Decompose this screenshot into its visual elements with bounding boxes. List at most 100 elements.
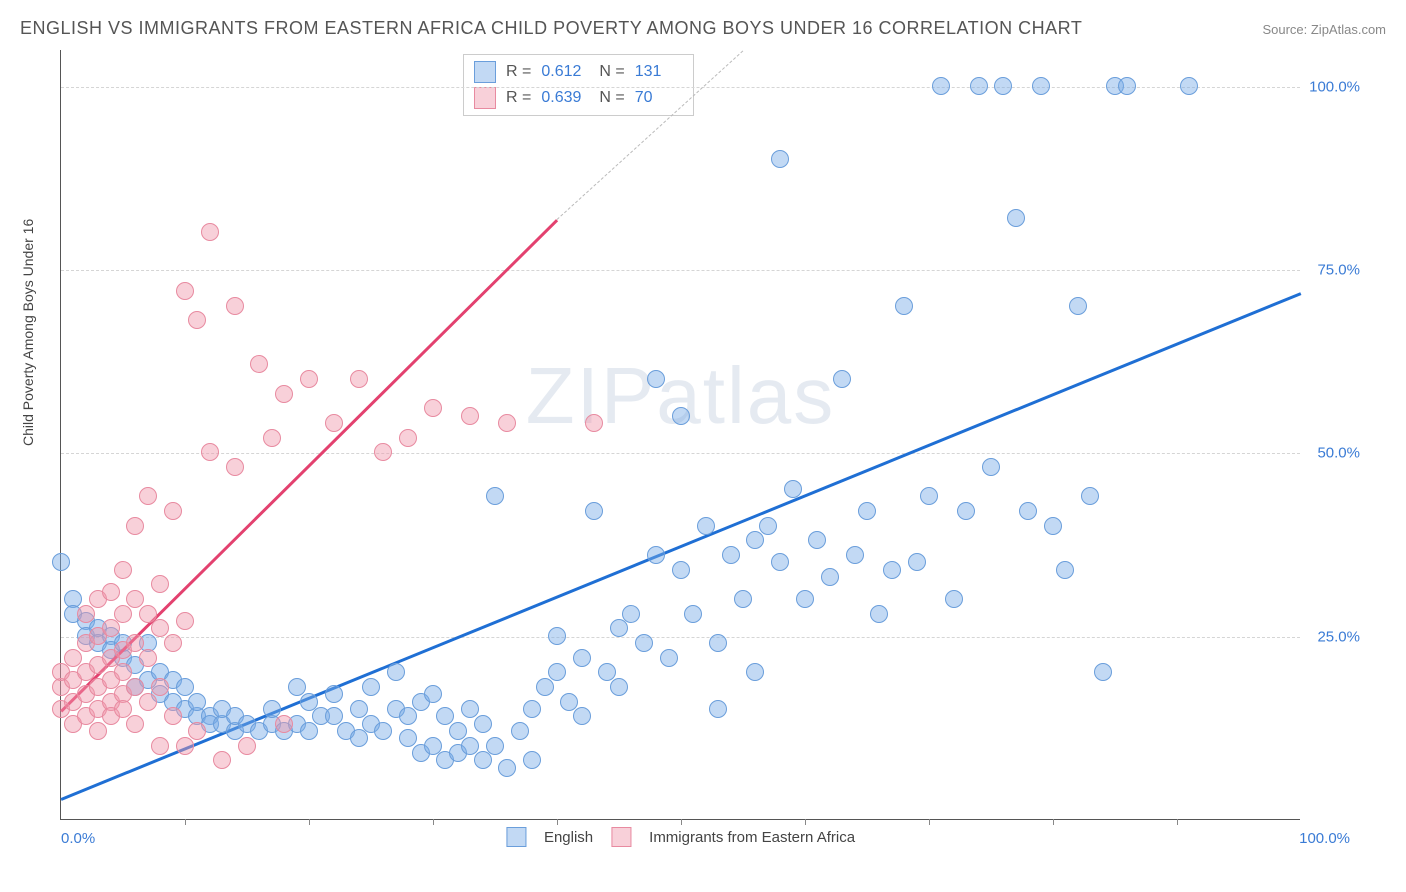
data-point	[362, 678, 380, 696]
data-point	[176, 282, 194, 300]
data-point	[746, 531, 764, 549]
data-point	[176, 737, 194, 755]
data-point	[1044, 517, 1062, 535]
data-point	[226, 297, 244, 315]
data-point	[883, 561, 901, 579]
data-point	[164, 707, 182, 725]
data-point	[784, 480, 802, 498]
data-point	[300, 722, 318, 740]
data-point	[908, 553, 926, 571]
stat-r-value: 0.639	[541, 89, 589, 107]
data-point	[833, 370, 851, 388]
data-point	[114, 561, 132, 579]
gridline	[61, 270, 1300, 271]
watermark: ZIPatlas	[526, 350, 835, 442]
y-tick: 75.0%	[1305, 262, 1360, 279]
stat-r-value: 0.612	[541, 63, 589, 81]
data-point	[548, 663, 566, 681]
data-point	[498, 759, 516, 777]
data-point	[1094, 663, 1112, 681]
data-point	[660, 649, 678, 667]
data-point	[151, 678, 169, 696]
data-point	[250, 355, 268, 373]
data-point	[920, 487, 938, 505]
data-point	[573, 649, 591, 667]
data-point	[102, 583, 120, 601]
stat-r-label: R =	[506, 63, 531, 81]
legend-swatch	[474, 87, 496, 109]
data-point	[89, 722, 107, 740]
data-point	[759, 517, 777, 535]
data-point	[858, 502, 876, 520]
x-minor-tick	[681, 819, 682, 825]
data-point	[151, 737, 169, 755]
x-minor-tick	[929, 819, 930, 825]
data-point	[77, 605, 95, 623]
legend-swatch	[506, 827, 526, 847]
data-point	[151, 575, 169, 593]
data-point	[647, 546, 665, 564]
data-point	[424, 685, 442, 703]
data-point	[201, 443, 219, 461]
data-point	[201, 223, 219, 241]
data-point	[945, 590, 963, 608]
data-point	[1069, 297, 1087, 315]
data-point	[722, 546, 740, 564]
data-point	[1180, 77, 1198, 95]
x-minor-tick	[309, 819, 310, 825]
data-point	[226, 458, 244, 476]
data-point	[139, 649, 157, 667]
data-point	[350, 370, 368, 388]
data-point	[1056, 561, 1074, 579]
stat-r-label: R =	[506, 89, 531, 107]
data-point	[1081, 487, 1099, 505]
data-point	[585, 502, 603, 520]
data-point	[188, 722, 206, 740]
data-point	[846, 546, 864, 564]
data-point	[126, 715, 144, 733]
y-tick: 50.0%	[1305, 445, 1360, 462]
x-minor-tick	[1177, 819, 1178, 825]
data-point	[548, 627, 566, 645]
data-point	[585, 414, 603, 432]
data-point	[734, 590, 752, 608]
y-axis-label: Child Poverty Among Boys Under 16	[20, 219, 36, 446]
stat-n-label: N =	[599, 63, 624, 81]
stat-n-label: N =	[599, 89, 624, 107]
data-point	[325, 685, 343, 703]
data-point	[808, 531, 826, 549]
chart-title: ENGLISH VS IMMIGRANTS FROM EASTERN AFRIC…	[20, 18, 1082, 39]
plot-area: ZIPatlas R =0.612N =131R =0.639N =70 Eng…	[60, 50, 1300, 820]
data-point	[771, 553, 789, 571]
data-point	[102, 619, 120, 637]
data-point	[325, 414, 343, 432]
data-point	[498, 414, 516, 432]
data-point	[300, 370, 318, 388]
x-tick-max: 100.0%	[1299, 830, 1350, 847]
data-point	[164, 634, 182, 652]
data-point	[622, 605, 640, 623]
data-point	[746, 663, 764, 681]
data-point	[895, 297, 913, 315]
data-point	[424, 399, 442, 417]
data-point	[870, 605, 888, 623]
data-point	[188, 311, 206, 329]
data-point	[709, 634, 727, 652]
legend-label: Immigrants from Eastern Africa	[649, 829, 855, 846]
gridline	[61, 453, 1300, 454]
stats-box: R =0.612N =131R =0.639N =70	[463, 54, 694, 116]
bottom-legend: English Immigrants from Eastern Africa	[506, 827, 855, 847]
y-tick: 100.0%	[1305, 78, 1360, 95]
data-point	[176, 612, 194, 630]
data-point	[474, 715, 492, 733]
data-point	[796, 590, 814, 608]
legend-label: English	[544, 829, 593, 846]
x-minor-tick	[557, 819, 558, 825]
data-point	[139, 487, 157, 505]
x-minor-tick	[433, 819, 434, 825]
data-point	[647, 370, 665, 388]
data-point	[263, 429, 281, 447]
stats-row: R =0.612N =131	[474, 59, 683, 85]
legend-swatch	[474, 61, 496, 83]
data-point	[523, 751, 541, 769]
